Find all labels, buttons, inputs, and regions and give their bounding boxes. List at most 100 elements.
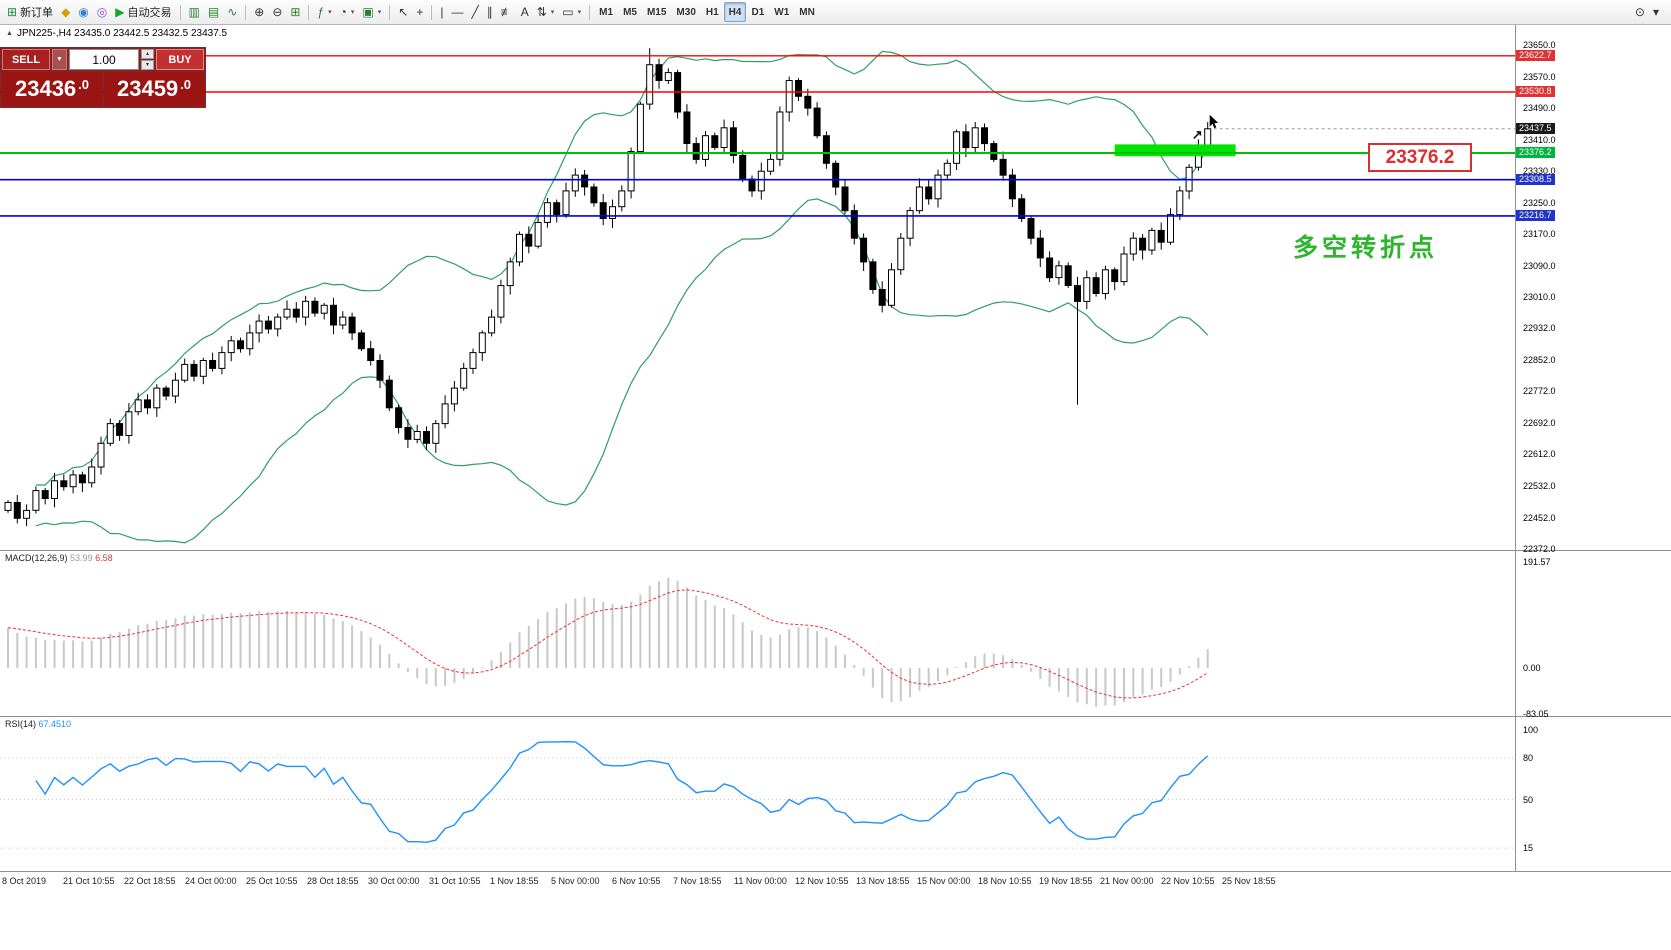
chevron-down-icon: ▾ [550,9,555,16]
chart-area: ↗ ▲ JPN225-,H4 23435.0 23442.5 23432.5 2… [0,25,1671,950]
collapse-icon[interactable]: ▲ [6,30,13,37]
chevron-down-icon: ▾ [350,9,355,16]
panel-separator[interactable] [0,550,1671,551]
price-tick-label: 23010.0 [1523,292,1556,303]
macd-histogram [7,577,1209,707]
symbol-title-text: JPN225-,H4 23435.0 23442.5 23432.5 23437… [16,28,228,39]
trade-controls-row: SELL ▼ ▴ ▾ BUY [2,49,204,70]
horizontal-lines[interactable] [0,55,1515,217]
indicators-icon: ƒ [317,5,325,19]
time-axis[interactable]: 8 Oct 2019 21 Oct 10:55 22 Oct 18:55 24 Oct… [0,874,1671,892]
zoom-in-button[interactable]: ⊕ [250,2,268,22]
sell-button[interactable]: SELL [2,49,50,70]
fibonacci-icon: ≢ [500,5,513,19]
price-tag: 23530.8 [1516,86,1555,97]
tf-h1-button[interactable]: H1 [701,2,724,22]
chevron-down-icon: ▾ [377,9,382,16]
tf-m5-button[interactable]: M5 [618,2,642,22]
shapes-icon: ▭ [562,5,574,19]
price-tick-label: 23570.0 [1523,71,1556,82]
buy-price-frac: .0 [180,77,192,92]
time-axis-label: 31 Oct 10:55 [429,876,481,886]
tf-d1-button[interactable]: D1 [746,2,769,22]
vertical-line-button[interactable]: | [436,2,447,22]
search-icon: ⊙ [1634,5,1645,19]
toolbar-separator [245,4,247,20]
cursor-button[interactable]: ↖ [394,2,412,22]
line-chart-button[interactable]: ∿ [223,2,241,22]
time-axis-label: 11 Nov 00:00 [734,876,787,886]
new-order-button[interactable]: ⊞ 新订单 [3,2,57,22]
price-tick-label: 22852.0 [1523,354,1556,365]
auto-trading-button[interactable]: ▶ 自动交易 [111,2,175,22]
panel-separator[interactable] [0,716,1671,717]
zoom-out-icon: ⊖ [272,5,283,19]
price-axis[interactable]: 23650.0 23570.0 23490.0 23410.0 23330.0 23250… [1515,25,1671,893]
rsi-value: 67.4510 [38,719,72,729]
tf-m30-button[interactable]: M30 [671,2,700,22]
tf-mn-button[interactable]: MN [794,2,820,22]
template-icon: ▣ [362,5,374,19]
chevron-down-icon: ▾ [1652,5,1659,19]
arrow-tools-icon: ⇅ [536,5,547,19]
profiles-icon: ◉ [78,5,89,19]
price-level-callout[interactable]: 23376.2 [1368,143,1472,172]
time-axis-label: 6 Nov 10:55 [612,876,661,886]
zoom-out-button[interactable]: ⊖ [268,2,286,22]
candlestick-chart-button[interactable]: ▤ [204,2,223,22]
arrows-button[interactable]: ⇅ ▾ [533,2,559,22]
time-axis-label: 1 Nov 18:55 [490,876,539,886]
buy-button[interactable]: BUY [156,49,204,70]
indicators-button[interactable]: ƒ ▾ [313,2,335,22]
trendline-button[interactable]: ╱ [467,2,482,22]
fibonacci-button[interactable]: ≢ [497,2,517,22]
price-tick-label: 23170.0 [1523,229,1556,240]
sell-price-main: 23436 [14,76,77,101]
sell-price-box[interactable]: 23436.0 [2,72,102,106]
text-button[interactable]: A [517,2,533,22]
cursor-icon: ↖ [398,5,409,19]
tf-m30-button-label: M30 [676,6,696,18]
bar-chart-button[interactable]: ▥ [185,2,204,22]
tf-m5-button-label: M5 [623,6,637,18]
periods-button[interactable]: ◔ ▾ [336,2,359,22]
time-axis-label: 22 Oct 18:55 [124,876,176,886]
price-tick-label: 22532.0 [1523,480,1556,491]
lot-increase-button[interactable]: ▴ [141,49,154,59]
tile-windows-button[interactable]: ⊞ [286,2,304,22]
toolbar-separator [389,4,391,20]
shapes-button[interactable]: ▭ ▾ [558,2,585,22]
lot-input[interactable] [69,49,139,70]
horizontal-line-icon: — [451,5,464,19]
tf-m15-button[interactable]: M15 [642,2,671,22]
lot-decrease-button[interactable]: ▾ [141,60,154,70]
channel-icon: ∥ [486,5,493,19]
rsi-line [35,740,1209,844]
trade-prices-row: 23436.0 23459.0 [2,72,204,106]
more-button[interactable]: ▾ [1649,2,1663,22]
tf-m1-button-label: M1 [599,6,614,18]
tf-m1-button[interactable]: M1 [594,2,618,22]
turning-point-annotation: 多空转折点 [1293,234,1439,262]
green-zone-rectangle[interactable] [1114,144,1236,157]
profiles-button[interactable]: ◉ [74,2,92,22]
bollinger-lower-band [35,198,1209,544]
crosshair-icon: + [416,5,424,19]
one-click-trading-panel: SELL ▼ ▴ ▾ BUY 23436.0 23459.0 [0,47,206,108]
rsi-axis-label: 100 [1523,725,1539,735]
search-button[interactable]: ⊙ [1631,2,1649,22]
horizontal-line-button[interactable]: — [447,2,467,22]
templates-button[interactable]: ▣ ▾ [358,2,385,22]
crosshair-button[interactable]: + [412,2,427,22]
candlesticks [4,48,1212,527]
refresh-icon: ◎ [96,5,108,19]
tf-w1-button[interactable]: W1 [769,2,794,22]
buy-price-box[interactable]: 23459.0 [104,72,204,106]
lot-dropdown-button[interactable]: ▼ [52,49,67,70]
new-order-icon: ⊞ [7,5,18,19]
channel-button[interactable]: ∥ [483,2,497,22]
tf-h4-button[interactable]: H4 [723,2,747,22]
tile-windows-icon: ⊞ [290,5,301,19]
refresh-button[interactable]: ◎ [93,2,111,22]
open-chart-button[interactable]: ◆ [57,2,74,22]
